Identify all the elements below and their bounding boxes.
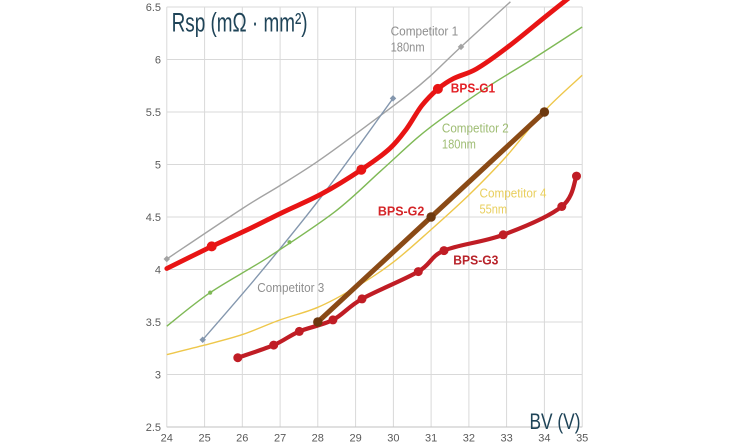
svg-text:Competitor 2: Competitor 2 xyxy=(442,122,509,136)
svg-text:5: 5 xyxy=(155,160,161,172)
svg-text:5.5: 5.5 xyxy=(146,107,161,119)
svg-text:30: 30 xyxy=(387,433,399,445)
svg-text:180nm: 180nm xyxy=(442,138,476,152)
svg-text:BPS-G3: BPS-G3 xyxy=(453,253,498,267)
svg-text:28: 28 xyxy=(312,433,324,445)
svg-text:Competitor 1: Competitor 1 xyxy=(391,24,459,38)
svg-text:6: 6 xyxy=(155,55,161,67)
svg-text:4: 4 xyxy=(155,265,161,277)
svg-text:3.5: 3.5 xyxy=(146,317,161,329)
svg-text:3: 3 xyxy=(155,370,161,382)
svg-text:Competitor 3: Competitor 3 xyxy=(257,281,324,295)
svg-text:Competitor 4: Competitor 4 xyxy=(480,186,547,200)
svg-text:Rsp (mΩ · mm²): Rsp (mΩ · mm²) xyxy=(172,7,308,37)
svg-text:55nm: 55nm xyxy=(480,202,508,216)
svg-text:BPS-G2: BPS-G2 xyxy=(378,205,424,219)
svg-text:4.5: 4.5 xyxy=(146,212,161,224)
svg-text:34: 34 xyxy=(538,433,550,445)
svg-text:BV (V): BV (V) xyxy=(530,409,581,434)
svg-text:2.5: 2.5 xyxy=(146,422,161,434)
svg-text:25: 25 xyxy=(198,433,210,445)
svg-text:180nm: 180nm xyxy=(391,40,425,54)
svg-text:31: 31 xyxy=(425,433,437,445)
svg-text:26: 26 xyxy=(236,433,248,445)
svg-text:BPS-G1: BPS-G1 xyxy=(451,81,495,95)
svg-text:24: 24 xyxy=(161,433,173,445)
svg-text:33: 33 xyxy=(500,433,512,445)
svg-text:29: 29 xyxy=(349,433,361,445)
svg-text:6.5: 6.5 xyxy=(146,2,161,14)
svg-text:27: 27 xyxy=(274,433,286,445)
svg-text:32: 32 xyxy=(463,433,475,445)
svg-text:35: 35 xyxy=(576,433,588,445)
